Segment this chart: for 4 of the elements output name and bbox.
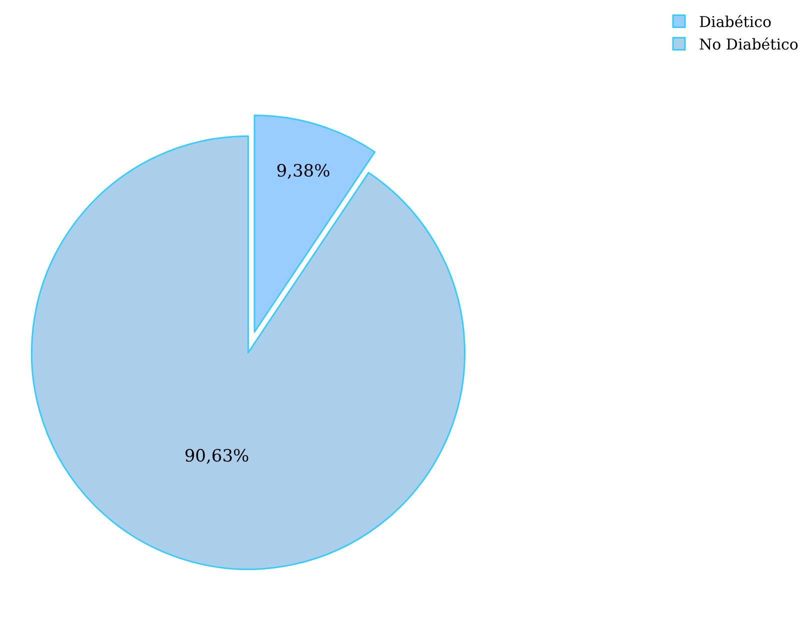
data-label: 90,63% xyxy=(184,446,250,466)
data-label: 9,38% xyxy=(276,161,330,182)
legend-label: Diabético xyxy=(699,13,772,32)
legend-label: No Diabético xyxy=(699,36,798,54)
